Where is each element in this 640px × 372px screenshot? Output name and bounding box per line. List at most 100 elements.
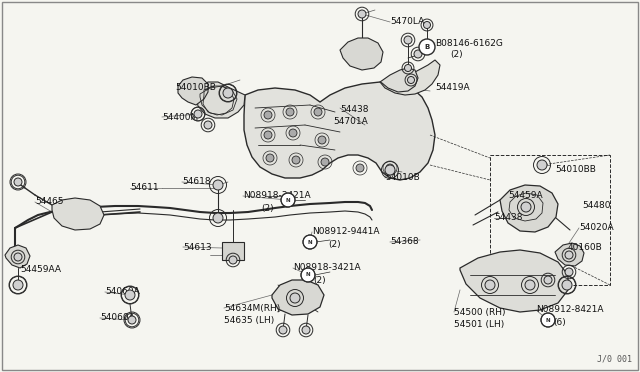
- Text: (2): (2): [261, 203, 274, 212]
- Text: B: B: [424, 44, 429, 50]
- Text: 54438: 54438: [340, 106, 369, 115]
- Polygon shape: [178, 77, 208, 105]
- Text: 54613: 54613: [183, 243, 212, 251]
- Text: 54635 (LH): 54635 (LH): [224, 315, 275, 324]
- Circle shape: [264, 131, 272, 139]
- Circle shape: [404, 64, 412, 71]
- Circle shape: [281, 193, 295, 207]
- Polygon shape: [340, 38, 383, 70]
- Circle shape: [289, 129, 297, 137]
- Circle shape: [128, 316, 136, 324]
- Circle shape: [194, 110, 202, 118]
- Circle shape: [544, 276, 552, 284]
- Text: 54618: 54618: [182, 177, 211, 186]
- Polygon shape: [500, 185, 558, 232]
- Circle shape: [404, 36, 412, 44]
- Circle shape: [303, 235, 317, 249]
- Circle shape: [302, 326, 310, 334]
- Text: 54438: 54438: [494, 214, 522, 222]
- Circle shape: [419, 39, 435, 55]
- Text: 54060A: 54060A: [105, 288, 140, 296]
- Text: J/0 001: J/0 001: [597, 355, 632, 364]
- Text: (2): (2): [313, 276, 326, 285]
- Text: (2): (2): [450, 51, 463, 60]
- Text: 54010BB: 54010BB: [555, 166, 596, 174]
- Text: 54368: 54368: [390, 237, 419, 247]
- Circle shape: [408, 77, 415, 83]
- Polygon shape: [380, 60, 440, 95]
- Text: 40160B: 40160B: [568, 244, 603, 253]
- Text: 5470LA: 5470LA: [390, 17, 424, 26]
- Polygon shape: [196, 82, 245, 118]
- Text: 54500 (RH): 54500 (RH): [454, 308, 506, 317]
- Text: 54060A: 54060A: [100, 314, 135, 323]
- Circle shape: [290, 293, 300, 303]
- Circle shape: [321, 158, 329, 166]
- Circle shape: [264, 111, 272, 119]
- Circle shape: [537, 160, 547, 170]
- Circle shape: [356, 164, 364, 172]
- Text: (2): (2): [328, 240, 340, 248]
- Circle shape: [358, 10, 366, 18]
- Circle shape: [292, 156, 300, 164]
- Polygon shape: [5, 245, 30, 268]
- Circle shape: [562, 280, 572, 290]
- Text: 54010BB: 54010BB: [175, 83, 216, 93]
- Text: 54611: 54611: [130, 183, 159, 192]
- Text: N08912-8421A: N08912-8421A: [536, 305, 604, 314]
- Polygon shape: [244, 82, 435, 180]
- Circle shape: [213, 213, 223, 223]
- Text: N08912-9441A: N08912-9441A: [312, 228, 380, 237]
- Text: 54010B: 54010B: [385, 173, 420, 183]
- Text: N: N: [546, 317, 550, 323]
- Circle shape: [386, 164, 394, 172]
- Circle shape: [125, 290, 135, 300]
- Bar: [222, 242, 244, 260]
- Circle shape: [286, 108, 294, 116]
- Text: 54459AA: 54459AA: [20, 266, 61, 275]
- Text: 54459A: 54459A: [508, 192, 543, 201]
- Circle shape: [541, 313, 555, 327]
- Circle shape: [565, 251, 573, 259]
- Circle shape: [414, 50, 422, 58]
- Circle shape: [223, 88, 233, 98]
- Text: 54419A: 54419A: [435, 83, 470, 93]
- Text: 54480: 54480: [582, 201, 611, 209]
- Circle shape: [213, 180, 223, 190]
- Text: 54400M: 54400M: [162, 112, 198, 122]
- Bar: [490, 155, 610, 285]
- Circle shape: [521, 202, 531, 212]
- Circle shape: [424, 22, 431, 29]
- Circle shape: [485, 280, 495, 290]
- Polygon shape: [380, 68, 418, 92]
- Text: N: N: [308, 240, 312, 244]
- Text: 54020A: 54020A: [579, 224, 614, 232]
- Circle shape: [204, 121, 212, 129]
- Polygon shape: [272, 280, 324, 315]
- Text: N: N: [285, 198, 291, 202]
- Text: N08918-3421A: N08918-3421A: [243, 192, 310, 201]
- Text: 54701A: 54701A: [333, 118, 368, 126]
- Circle shape: [525, 280, 535, 290]
- Circle shape: [318, 136, 326, 144]
- Text: B08146-6162G: B08146-6162G: [435, 38, 503, 48]
- Circle shape: [314, 108, 322, 116]
- Circle shape: [266, 154, 274, 162]
- Circle shape: [229, 256, 237, 264]
- Polygon shape: [460, 250, 568, 312]
- Circle shape: [14, 178, 22, 186]
- Circle shape: [14, 253, 22, 261]
- Circle shape: [385, 165, 395, 175]
- Circle shape: [279, 326, 287, 334]
- Text: N08918-3421A: N08918-3421A: [293, 263, 360, 273]
- Text: 54501 (LH): 54501 (LH): [454, 320, 504, 328]
- Text: 54465: 54465: [35, 198, 63, 206]
- Circle shape: [301, 268, 315, 282]
- Circle shape: [565, 268, 573, 276]
- Polygon shape: [555, 243, 584, 266]
- Text: N: N: [306, 273, 310, 278]
- Text: (6): (6): [553, 317, 566, 327]
- Polygon shape: [52, 198, 104, 230]
- Text: 54634M(RH): 54634M(RH): [224, 304, 280, 312]
- Circle shape: [13, 280, 23, 290]
